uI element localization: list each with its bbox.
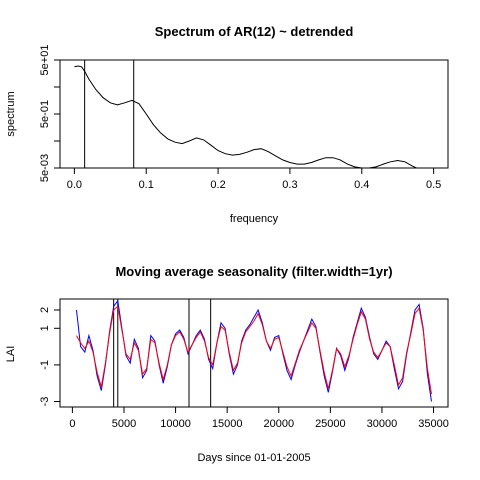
seasonality-chart-title: Moving average seasonality (filter.width…	[115, 264, 392, 279]
x-tick-label: 0.3	[282, 179, 297, 191]
series-line-1	[76, 299, 432, 402]
x-tick-label: 0.4	[354, 179, 369, 191]
x-tick-label: 0.1	[139, 179, 154, 191]
spectrum-x-axis: 0.0 0.1 0.2 0.3 0.4 0.5	[67, 167, 441, 191]
y-tick-label: -3	[39, 397, 51, 407]
seasonality-plot-area	[76, 299, 432, 407]
y-tick-label: -1	[39, 360, 51, 370]
seasonality-y-axis: -3 -1 1 2	[39, 307, 61, 407]
x-tick-label: 0.5	[426, 179, 441, 191]
y-tick-label: 1	[39, 325, 51, 331]
spectrum-chart-title: Spectrum of AR(12) ~ detrended	[155, 24, 354, 39]
y-tick-label: 2	[39, 307, 51, 313]
spectrum-y-axis-label: spectrum	[5, 91, 17, 136]
y-tick-label: 5e-03	[39, 154, 51, 182]
seasonality-y-axis-label: LAI	[5, 346, 17, 363]
y-tick-label: 5e-01	[39, 100, 51, 128]
seasonality-x-axis: 0 5000 10000 15000 20000 25000 30000 35000	[69, 406, 449, 430]
x-tick-label: 15000	[212, 418, 243, 430]
seasonality-x-axis-label: Days since 01-01-2005	[197, 452, 310, 464]
series-line-2	[76, 305, 432, 395]
spectrum-plot-area	[74, 60, 418, 168]
x-tick-label: 20000	[263, 418, 294, 430]
spectrum-plot-frame	[59, 59, 449, 169]
x-tick-label: 10000	[160, 418, 191, 430]
x-tick-label: 0.0	[67, 179, 82, 191]
x-tick-label: 25000	[315, 418, 346, 430]
spectrum-y-axis: 5e-03 5e-01 5e+01	[39, 45, 61, 182]
spectrum-chart: Spectrum of AR(12) ~ detrended 0.0 0.1 0.2…	[5, 24, 449, 225]
series-line-1	[74, 65, 418, 168]
y-tick-label: 5e+01	[39, 45, 51, 76]
x-tick-label: 0.2	[210, 179, 225, 191]
x-tick-label: 35000	[418, 418, 449, 430]
x-tick-label: 5000	[112, 418, 136, 430]
x-tick-label: 30000	[367, 418, 398, 430]
seasonality-chart: Moving average seasonality (filter.width…	[5, 264, 449, 464]
spectrum-x-axis-label: frequency	[230, 213, 279, 225]
x-tick-label: 0	[69, 418, 75, 430]
